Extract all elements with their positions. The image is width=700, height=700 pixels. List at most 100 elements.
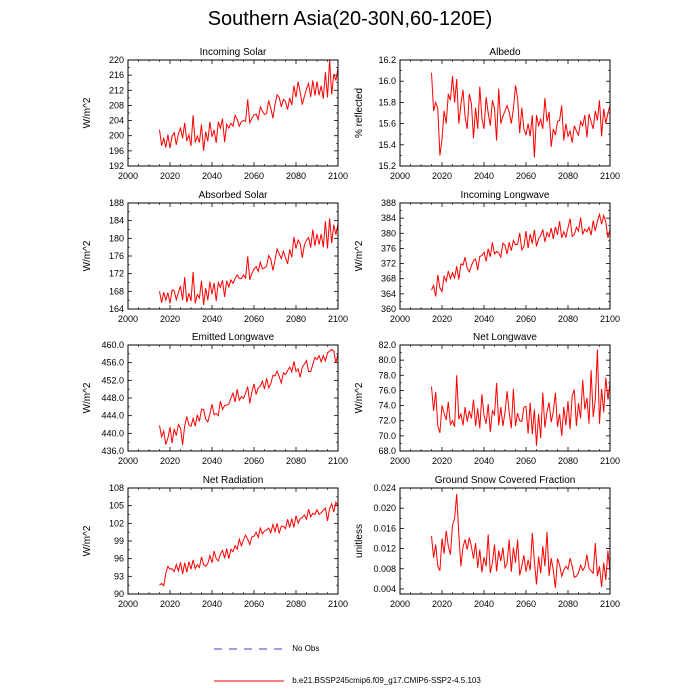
x-tick-label: 2000 <box>390 456 410 466</box>
y-tick-label: 168 <box>109 286 124 296</box>
y-tick-label: 172 <box>109 269 124 279</box>
y-tick-label: 68.0 <box>378 446 396 456</box>
y-tick-label: 380 <box>381 228 396 238</box>
series-line-0 <box>159 348 339 445</box>
y-tick-label: 72.0 <box>378 416 396 426</box>
legend-label-obs: No Obs <box>292 644 320 654</box>
y-tick-label: 99 <box>114 536 124 546</box>
plot-frame <box>127 344 339 452</box>
y-tick-label: 96 <box>114 554 124 564</box>
y-tick-label: 80.0 <box>378 355 396 365</box>
x-tick-label: 2060 <box>516 314 536 324</box>
y-tick-label: 452.0 <box>101 375 124 385</box>
chart-absorbed-solar: Absorbed Solar W/m^2 2000 2020 2040 2060 2080 2… <box>82 190 348 324</box>
legend-swatch-model <box>214 680 284 682</box>
y-axis-label: W/m^2 <box>354 240 365 271</box>
x-tick-label: 2040 <box>202 314 222 324</box>
y-tick-label: 16.0 <box>378 76 396 86</box>
y-axis-label: W/m^2 <box>82 525 93 556</box>
x-tick-label: 2080 <box>558 456 578 466</box>
y-tick-label: 78.0 <box>378 370 396 380</box>
x-tick-label: 2100 <box>328 171 348 181</box>
chart-incoming-longwave: Incoming Longwave W/m^2 2000 2020 2040 2060 20… <box>354 190 620 324</box>
y-tick-label: 102 <box>109 518 124 528</box>
x-tick-label: 2040 <box>474 171 494 181</box>
y-tick-label: 436.0 <box>101 446 124 456</box>
chart-title: Net Radiation <box>203 475 264 486</box>
y-tick-label: 0.008 <box>373 564 396 574</box>
y-tick-label: 192 <box>109 161 124 171</box>
y-tick-label: 16.2 <box>378 55 396 65</box>
x-tick-label: 2040 <box>474 314 494 324</box>
y-tick-label: 360 <box>381 304 396 314</box>
y-tick-label: 15.6 <box>378 119 396 129</box>
chart-incoming-solar: Incoming Solar W/m^2 2000 2020 2040 2060 2080 2… <box>82 47 348 181</box>
x-tick-label: 2020 <box>432 456 452 466</box>
x-tick-label: 2000 <box>390 314 410 324</box>
plot-frame <box>127 202 339 310</box>
x-tick-label: 2040 <box>202 599 222 609</box>
legend-swatch-obs <box>214 648 284 650</box>
x-tick-label: 2000 <box>390 171 410 181</box>
y-tick-label: 384 <box>381 213 396 223</box>
x-tick-label: 2080 <box>558 599 578 609</box>
x-tick-label: 2100 <box>600 314 620 324</box>
x-tick-label: 2000 <box>118 456 138 466</box>
y-tick-label: 176 <box>109 251 124 261</box>
y-tick-label: 15.2 <box>378 161 396 171</box>
y-tick-label: 70.0 <box>378 431 396 441</box>
x-tick-label: 2080 <box>558 314 578 324</box>
y-tick-label: 460.0 <box>101 340 124 350</box>
y-tick-label: 74.0 <box>378 401 396 411</box>
x-tick-label: 2000 <box>118 171 138 181</box>
x-tick-label: 2100 <box>600 456 620 466</box>
chart-title: Albedo <box>489 47 521 58</box>
x-tick-label: 2000 <box>390 599 410 609</box>
x-tick-label: 2060 <box>516 171 536 181</box>
y-tick-label: 184 <box>109 216 124 226</box>
y-tick-label: 0.016 <box>373 523 396 533</box>
plot-frame <box>399 487 611 595</box>
y-tick-label: 108 <box>109 483 124 493</box>
x-tick-label: 2020 <box>160 456 180 466</box>
y-axis-label: W/m^2 <box>82 382 93 413</box>
y-tick-label: 372 <box>381 259 396 269</box>
legend-entry-obs: No Obs <box>214 644 319 653</box>
series-line-0 <box>431 349 611 446</box>
y-axis-label: W/m^2 <box>354 382 365 413</box>
chart-ground-snow-covered-fraction: Ground Snow Covered Fraction unitless 2000… <box>354 475 620 609</box>
x-tick-label: 2080 <box>286 456 306 466</box>
y-tick-label: 0.012 <box>373 544 396 554</box>
y-tick-label: 196 <box>109 146 124 156</box>
x-tick-label: 2020 <box>432 599 452 609</box>
x-tick-label: 2060 <box>244 171 264 181</box>
chart-title: Ground Snow Covered Fraction <box>435 475 576 486</box>
y-tick-label: 15.4 <box>378 140 396 150</box>
x-tick-label: 2000 <box>118 599 138 609</box>
x-tick-label: 2040 <box>202 456 222 466</box>
y-tick-label: 15.8 <box>378 97 396 107</box>
y-tick-label: 90 <box>114 589 124 599</box>
plot-frame <box>127 59 339 167</box>
plot-frame <box>399 344 611 452</box>
y-tick-label: 368 <box>381 274 396 284</box>
y-axis-label: W/m^2 <box>82 97 93 128</box>
y-tick-label: 216 <box>109 70 124 80</box>
chart-albedo: Albedo % reflected 2000 2020 2040 2060 2080 210… <box>354 47 620 181</box>
x-tick-label: 2080 <box>286 599 306 609</box>
x-tick-label: 2100 <box>328 599 348 609</box>
y-tick-label: 0.020 <box>373 503 396 513</box>
y-tick-label: 76.0 <box>378 385 396 395</box>
chart-title: Emitted Longwave <box>192 332 275 343</box>
chart-emitted-longwave: Emitted Longwave W/m^2 2000 2020 2040 2060 208… <box>82 332 348 466</box>
y-tick-label: 105 <box>109 501 124 511</box>
x-tick-label: 2020 <box>160 599 180 609</box>
y-tick-label: 164 <box>109 304 124 314</box>
x-tick-label: 2020 <box>432 171 452 181</box>
plot-frame <box>399 202 611 310</box>
y-tick-label: 388 <box>381 198 396 208</box>
x-tick-label: 2060 <box>516 456 536 466</box>
x-tick-label: 2100 <box>600 171 620 181</box>
x-tick-label: 2020 <box>160 314 180 324</box>
